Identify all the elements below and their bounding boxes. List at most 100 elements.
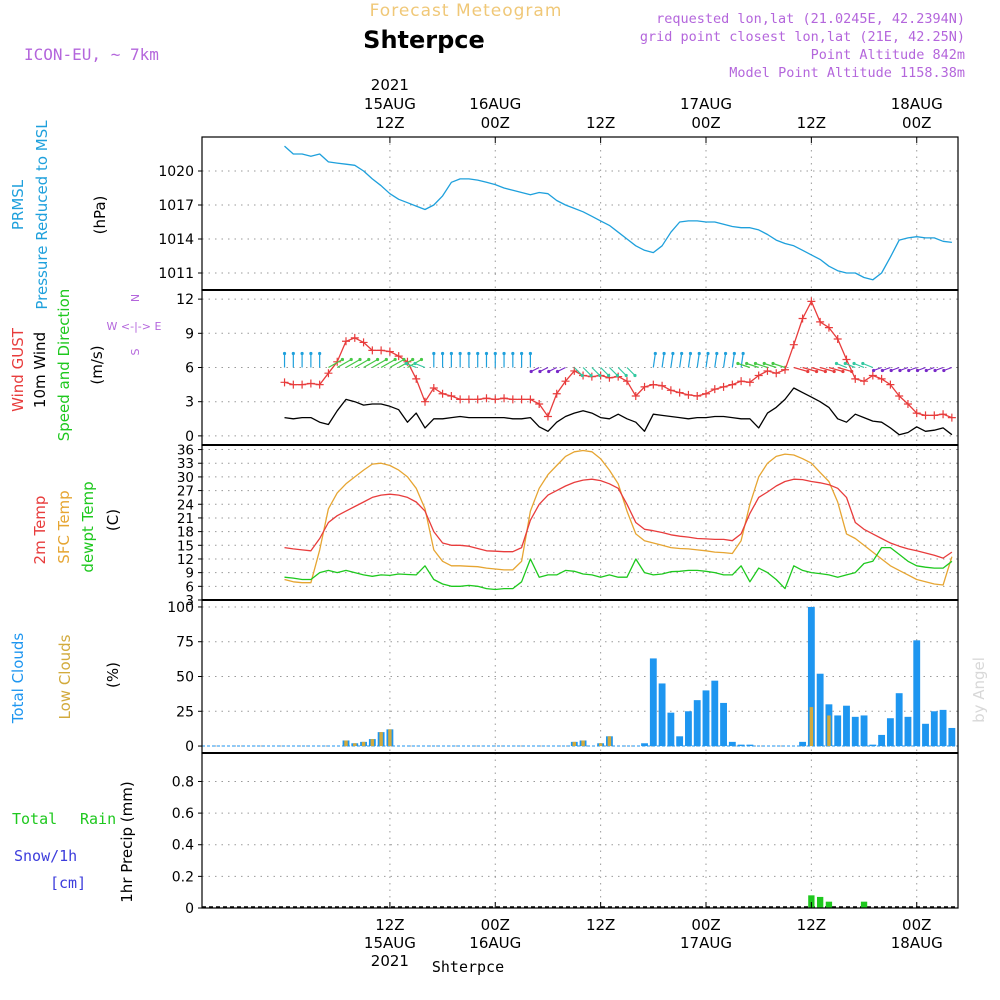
gust-marker: [930, 411, 939, 420]
gust-marker: [939, 410, 948, 419]
wind-arrow-head: [413, 361, 417, 366]
label-sfc-temp: SFC Temp: [55, 490, 73, 563]
total-cloud-bar: [948, 727, 956, 747]
wind-arrow: [328, 358, 343, 369]
rain-bar: [860, 901, 868, 908]
wind-arrow-head: [615, 373, 620, 378]
total-cloud-bar: [913, 640, 921, 747]
y-tick-label: 30: [177, 470, 194, 486]
gust-marker: [895, 391, 904, 400]
label-snow: Snow/1h: [14, 847, 77, 865]
y-tick-label: 6: [185, 579, 194, 595]
total-cloud-bar: [676, 736, 684, 747]
y-tick-label: 25: [176, 704, 194, 720]
wind-arrow: [380, 358, 396, 369]
wind-arrow: [354, 358, 370, 369]
gust-marker: [745, 378, 754, 387]
low-cloud-bar: [572, 741, 577, 747]
wind-arrow-head: [367, 357, 371, 362]
gust-marker: [561, 377, 570, 386]
y-tick-label: 12: [177, 552, 194, 568]
rain-bar: [816, 896, 824, 908]
wind-arrow-head: [915, 368, 920, 373]
model-point-altitude: Model Point Altitude 1158.38m: [729, 65, 965, 81]
wind-arrow-head: [349, 357, 353, 362]
low-cloud-bar: [370, 739, 375, 747]
wind-arrow: [591, 367, 601, 376]
wind-arrow: [406, 362, 417, 369]
frame-layer: [201, 136, 959, 909]
low-cloud-bar: [344, 740, 348, 747]
wind-arrow-head: [555, 369, 560, 374]
time-tick-label: 16AUG: [469, 934, 521, 952]
sfc-temp-line: [284, 449, 953, 586]
wind-arrow-head: [300, 351, 304, 356]
gust-marker: [631, 391, 640, 400]
gust-marker: [438, 389, 447, 398]
gust-marker: [394, 352, 403, 361]
gust-marker: [543, 412, 552, 421]
time-tick-label: 00Z: [691, 916, 720, 934]
total-cloud-bar: [878, 734, 886, 747]
gust-marker: [860, 377, 869, 386]
total-cloud-bar: [860, 715, 868, 747]
gust-marker: [298, 380, 307, 389]
wind-arrow-head: [309, 351, 313, 356]
wind-arrow: [819, 366, 835, 373]
gust-marker: [368, 346, 377, 355]
footer-station: Shterpce: [432, 958, 504, 976]
wind-arrow-head: [680, 351, 684, 356]
y-tick-label: 1020: [158, 164, 194, 180]
gust-marker: [719, 382, 728, 391]
label-speed-direction: Speed and Direction: [55, 289, 73, 442]
gust-marker: [473, 395, 482, 404]
total-cloud-bar: [720, 702, 727, 747]
y-tick-label: 0.4: [172, 838, 194, 854]
wind-arrow-head: [432, 351, 436, 356]
wind-arrow-head: [484, 351, 489, 356]
label-hpa: (hPa): [91, 196, 109, 235]
wind-arrow: [853, 362, 865, 369]
wind-arrow-head: [419, 357, 424, 362]
gust-marker: [710, 385, 719, 394]
wind-arrow-head: [580, 373, 584, 378]
low-cloud-bar: [353, 743, 357, 747]
grid-point-lonlat: grid point closest lon,lat (21E, 42.25N): [640, 29, 965, 45]
wind-arrow-head: [933, 368, 937, 373]
wind-arrow-head: [732, 351, 736, 356]
wind-arrow-head: [393, 357, 397, 362]
y-tick-label: 24: [177, 497, 194, 513]
y-tick-label: 50: [176, 670, 194, 686]
y-tick-label: 75: [176, 635, 194, 651]
gust-marker: [280, 378, 289, 387]
wind-arrow-head: [671, 351, 675, 356]
label-rain: Rain: [80, 810, 116, 828]
gust-marker: [491, 395, 500, 404]
gust-marker: [622, 377, 631, 386]
low-cloud-bar: [581, 740, 585, 747]
label-wind-gust: Wind GUST: [9, 327, 27, 412]
gust-marker: [350, 333, 359, 342]
total-cloud-bar: [702, 690, 710, 747]
wind-arrow: [845, 362, 856, 369]
y-tick-label: 3: [185, 593, 194, 609]
wind-arrow-head: [402, 357, 406, 362]
wind-arrow-head: [688, 351, 693, 356]
gust-marker: [842, 355, 851, 364]
wind-speed-line: [284, 387, 953, 436]
gust-marker: [693, 391, 702, 400]
gust-marker: [412, 374, 421, 383]
wind-arrow-head: [889, 368, 893, 373]
gust-marker: [315, 380, 324, 389]
axis-layer: 1011101410171020036912369121518212427303…: [158, 76, 942, 970]
total-cloud-bar: [886, 718, 894, 747]
time-tick-label: 00Z: [481, 916, 510, 934]
gust-marker: [666, 386, 675, 395]
wind-arrow-head: [697, 351, 701, 356]
y-tick-label: 18: [177, 525, 194, 541]
wind-arrow-head: [942, 368, 946, 373]
gust-marker: [763, 366, 772, 375]
label-ms: (m/s): [88, 345, 106, 384]
model-name: ICON-EU, ~ 7km: [24, 45, 159, 64]
